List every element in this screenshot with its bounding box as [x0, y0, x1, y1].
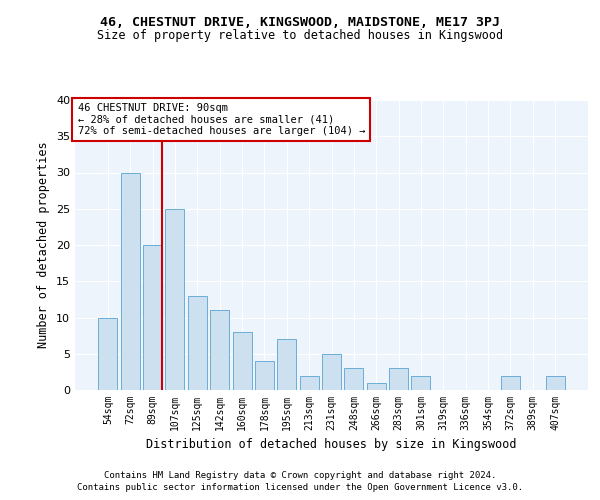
Text: Contains public sector information licensed under the Open Government Licence v3: Contains public sector information licen… [77, 482, 523, 492]
Bar [545, 376, 565, 390]
Bar [143, 245, 162, 390]
Bar [389, 368, 408, 390]
Text: 46 CHESTNUT DRIVE: 90sqm
← 28% of detached houses are smaller (41)
72% of semi-d: 46 CHESTNUT DRIVE: 90sqm ← 28% of detach… [77, 103, 365, 136]
Bar [188, 296, 207, 390]
Text: Contains HM Land Registry data © Crown copyright and database right 2024.: Contains HM Land Registry data © Crown c… [104, 472, 496, 480]
Bar [277, 339, 296, 390]
Bar [255, 361, 274, 390]
Bar [299, 376, 319, 390]
Bar [233, 332, 251, 390]
Bar [121, 172, 140, 390]
Bar [412, 376, 430, 390]
Text: Size of property relative to detached houses in Kingswood: Size of property relative to detached ho… [97, 30, 503, 43]
Bar [367, 383, 386, 390]
Bar [344, 368, 364, 390]
Text: 46, CHESTNUT DRIVE, KINGSWOOD, MAIDSTONE, ME17 3PJ: 46, CHESTNUT DRIVE, KINGSWOOD, MAIDSTONE… [100, 16, 500, 29]
Bar [501, 376, 520, 390]
Bar [210, 310, 229, 390]
X-axis label: Distribution of detached houses by size in Kingswood: Distribution of detached houses by size … [146, 438, 517, 452]
Y-axis label: Number of detached properties: Number of detached properties [37, 142, 50, 348]
Bar [98, 318, 118, 390]
Bar [322, 354, 341, 390]
Bar [166, 209, 184, 390]
